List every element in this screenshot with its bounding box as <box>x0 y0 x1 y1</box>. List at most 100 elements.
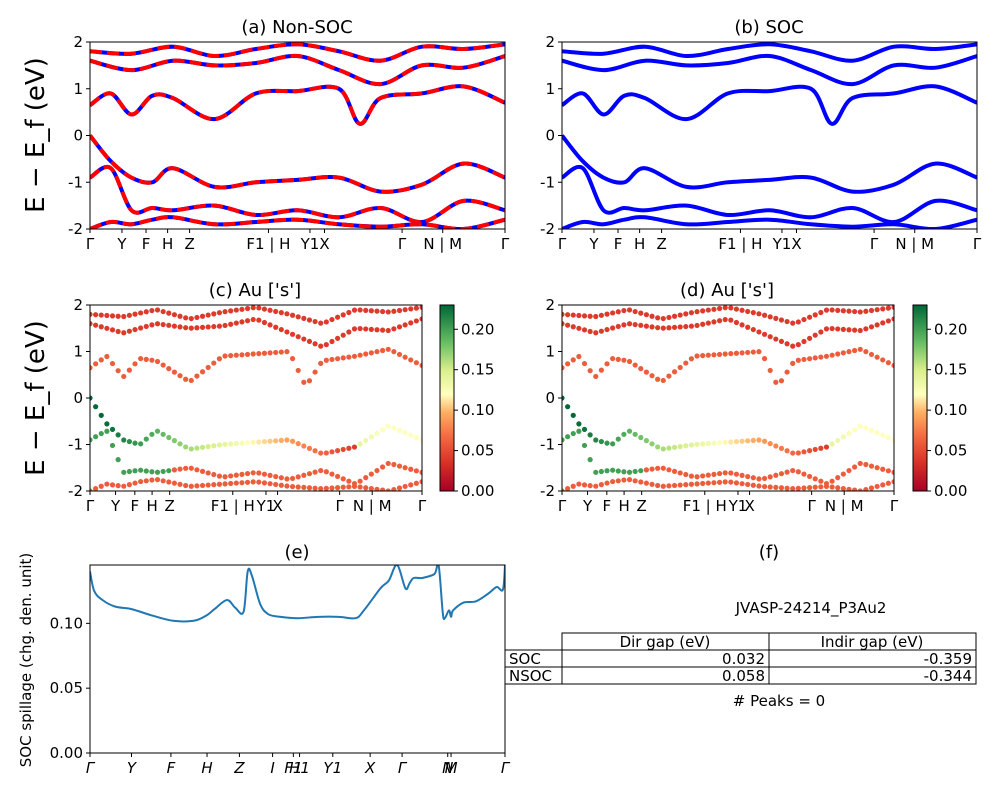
projection-dot <box>98 357 104 363</box>
projection-dot <box>160 362 166 368</box>
projection-dot <box>149 477 155 483</box>
projection-dot <box>649 481 655 487</box>
projection-dot <box>278 349 284 355</box>
projection-dot <box>413 318 419 324</box>
projection-dot <box>683 482 689 488</box>
band-line-nsoc <box>90 134 505 194</box>
projection-dot <box>790 467 796 474</box>
projection-dot <box>121 330 127 336</box>
projection-dot <box>295 474 301 480</box>
projection-dot <box>295 367 301 374</box>
projection-dot <box>683 471 689 478</box>
x-tick-label: H <box>618 497 629 515</box>
projection-dot <box>211 311 217 317</box>
projection-dot <box>784 469 790 475</box>
projection-dot <box>138 478 144 485</box>
band-line-soc <box>562 84 977 126</box>
projection-dot <box>694 441 700 447</box>
peaks-label: # Peaks = 0 <box>733 692 825 710</box>
projection-dot <box>188 465 194 471</box>
projection-dot <box>295 314 301 320</box>
projection-dot <box>413 480 419 486</box>
band-line-soc <box>562 215 977 229</box>
y-tick-label: 2 <box>73 296 83 314</box>
projection-dot <box>239 319 245 325</box>
projection-dot <box>340 484 346 490</box>
projection-dot <box>728 470 734 476</box>
projection-dot <box>840 308 846 314</box>
projection-dot <box>683 311 689 317</box>
projection-dot <box>318 343 324 349</box>
projection-dot <box>562 395 565 401</box>
projection-dot <box>688 473 695 479</box>
projection-dot <box>380 308 386 315</box>
projection-dot <box>649 324 655 330</box>
projection-dot <box>626 307 633 313</box>
projection-dot <box>868 463 875 469</box>
projection-dot <box>801 485 807 491</box>
projection-dot <box>660 377 666 384</box>
projection-dot <box>160 478 166 484</box>
projection-dot <box>576 428 582 434</box>
projection-dot <box>188 377 194 384</box>
projection-dot <box>598 438 604 445</box>
band-line-nsoc <box>90 215 505 229</box>
projection-dot <box>222 309 228 315</box>
colorbar-tick-label: 0.05 <box>461 442 494 460</box>
projection-dot <box>149 431 155 437</box>
projection-dot <box>278 326 284 333</box>
projection-dot <box>626 358 633 365</box>
colorbar-tick-label: 0.00 <box>934 482 967 500</box>
projection-dot <box>109 442 116 449</box>
projection-dot <box>576 353 582 360</box>
projection-dot <box>216 481 223 487</box>
projection-dot <box>132 311 138 317</box>
projection-dot <box>132 468 138 474</box>
projection-dot <box>806 448 813 454</box>
projection-dot <box>840 471 846 477</box>
projection-dot <box>581 426 588 432</box>
projection-dot <box>216 356 223 362</box>
projection-dot <box>340 355 346 361</box>
projection-dot <box>93 434 99 440</box>
projection-dot <box>391 326 397 332</box>
projection-dot <box>660 315 666 322</box>
table-cell: 0.058 <box>722 667 765 685</box>
projection-dot <box>284 349 290 355</box>
projection-dot <box>767 484 773 490</box>
projection-dot <box>396 324 403 330</box>
projection-dot <box>761 331 768 337</box>
projection-dot <box>380 327 386 333</box>
projection-dot <box>666 314 672 321</box>
projection-dot <box>885 480 891 486</box>
projection-dot <box>829 325 835 332</box>
band-line-soc <box>90 134 505 194</box>
projection-dot <box>700 441 706 447</box>
axes-frame <box>89 564 506 754</box>
projection-dot <box>790 485 796 491</box>
projection-dot <box>143 309 149 315</box>
projection-dot <box>773 472 779 478</box>
projection-dot <box>329 485 335 491</box>
projection-dot <box>306 471 313 477</box>
projection-dot <box>334 335 341 341</box>
projection-dot <box>621 469 627 475</box>
projection-dot <box>660 325 666 331</box>
projection-dot <box>840 485 846 491</box>
projection-dot <box>368 434 374 440</box>
projection-dot <box>357 352 363 358</box>
projection-dot <box>256 470 262 476</box>
projection-dot <box>846 467 852 474</box>
projection-dot <box>402 322 408 328</box>
spillage-y-axis-label: SOC spillage (chg. den. unit) <box>17 553 35 768</box>
projection-dot <box>576 481 582 487</box>
projection-dot <box>728 439 734 445</box>
projection-dot <box>722 316 728 323</box>
projection-dot <box>671 444 678 450</box>
projection-dot <box>874 354 880 360</box>
projection-dot <box>312 485 318 491</box>
projection-dot <box>610 467 616 473</box>
projection-dot <box>261 350 268 356</box>
projection-dot <box>188 483 194 489</box>
projection-dot <box>565 322 571 328</box>
